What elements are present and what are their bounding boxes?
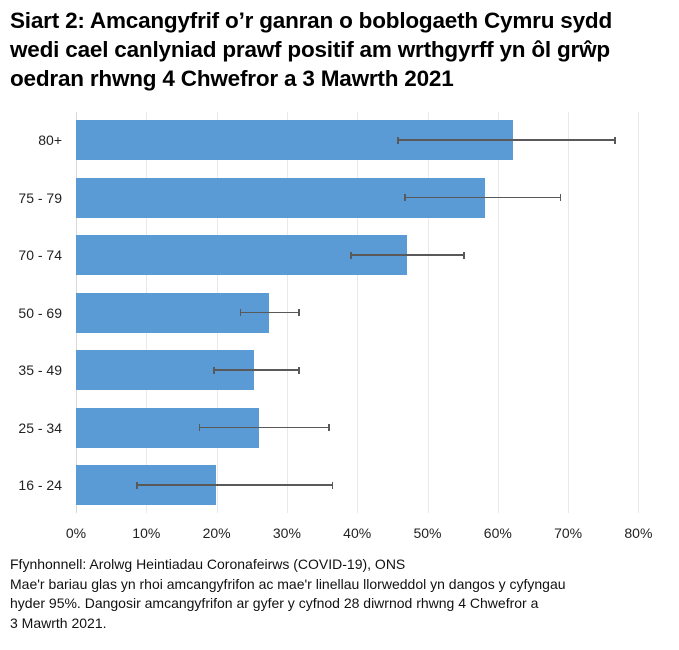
bar[interactable] bbox=[76, 292, 269, 333]
category-label: 75 - 79 bbox=[18, 189, 62, 206]
error-bar-cap-low bbox=[397, 136, 399, 144]
gridline bbox=[568, 112, 570, 513]
source-note: Ffynhonnell: Arolwg Heintiadau Coronafei… bbox=[10, 556, 406, 572]
error-bar-cap-high bbox=[328, 424, 330, 431]
error-bar-cap-high bbox=[463, 251, 465, 259]
error-bar bbox=[397, 139, 616, 141]
x-tick-label: 30% bbox=[272, 525, 301, 541]
x-tick-label: 0% bbox=[65, 525, 87, 541]
description-note-line: Mae'r bariau glas yn rhoi amcangyfrifon … bbox=[10, 575, 566, 592]
description-note-line: 3 Mawrth 2021. bbox=[10, 614, 107, 631]
x-tick-label: 50% bbox=[413, 525, 442, 541]
error-bar bbox=[240, 311, 299, 314]
chart-title-line: wedi cael canlyniad prawf positif am wrt… bbox=[10, 37, 610, 62]
error-bar-cap-low bbox=[239, 309, 242, 316]
chart-title-line: Siart 2: Amcangyfrif o’r ganran o boblog… bbox=[10, 8, 613, 33]
gridline bbox=[638, 112, 640, 513]
x-tick-label: 10% bbox=[132, 525, 161, 541]
error-bar-cap-high bbox=[614, 136, 616, 144]
error-bar-cap-high bbox=[298, 309, 300, 316]
chart-title: Siart 2: Amcangyfrif o’r ganran o boblog… bbox=[10, 6, 675, 93]
error-bar bbox=[405, 196, 561, 199]
chart-title-line: oedran rhwng 4 Chwefror a 3 Mawrth 2021 bbox=[10, 66, 454, 91]
x-tick-label: 60% bbox=[483, 525, 512, 541]
gridline bbox=[497, 112, 499, 513]
x-tick-label: 70% bbox=[554, 525, 583, 541]
error-bar bbox=[199, 426, 330, 429]
gridline bbox=[427, 112, 429, 513]
chart-notes: Ffynhonnell: Arolwg Heintiadau Coronafei… bbox=[10, 555, 675, 633]
error-bar-cap-low bbox=[350, 251, 352, 259]
gridline bbox=[357, 112, 359, 513]
category-label: 70 - 74 bbox=[18, 247, 62, 263]
category-label: 25 - 34 bbox=[18, 419, 62, 436]
x-tick-label: 20% bbox=[202, 525, 231, 541]
category-label: 50 - 69 bbox=[18, 304, 62, 321]
error-bar bbox=[213, 369, 299, 371]
category-label: 16 - 24 bbox=[18, 477, 62, 493]
description-note-line: hyder 95%. Dangosir amcangyfrifon ar gyf… bbox=[10, 595, 539, 611]
error-bar-cap-high bbox=[559, 194, 562, 201]
x-tick-label: 80% bbox=[624, 525, 653, 541]
category-label: 80+ bbox=[38, 132, 62, 148]
x-tick-label: 40% bbox=[343, 525, 372, 541]
bar-chart-plot-area: 0% 10% 20% 30% 40% 50% 60% 70% 80% 80+ 75 - 79 70 -… bbox=[18, 112, 653, 541]
category-label: 35 - 49 bbox=[18, 362, 62, 378]
error-bar-cap-low bbox=[198, 424, 201, 431]
error-bar-cap-high bbox=[331, 481, 334, 489]
error-bar bbox=[350, 254, 465, 256]
error-bar-cap-low bbox=[136, 481, 138, 489]
error-bar-cap-low bbox=[404, 194, 406, 201]
error-bar-cap-high bbox=[298, 366, 300, 374]
error-bar-cap-low bbox=[213, 366, 215, 374]
error-bar bbox=[137, 484, 333, 486]
